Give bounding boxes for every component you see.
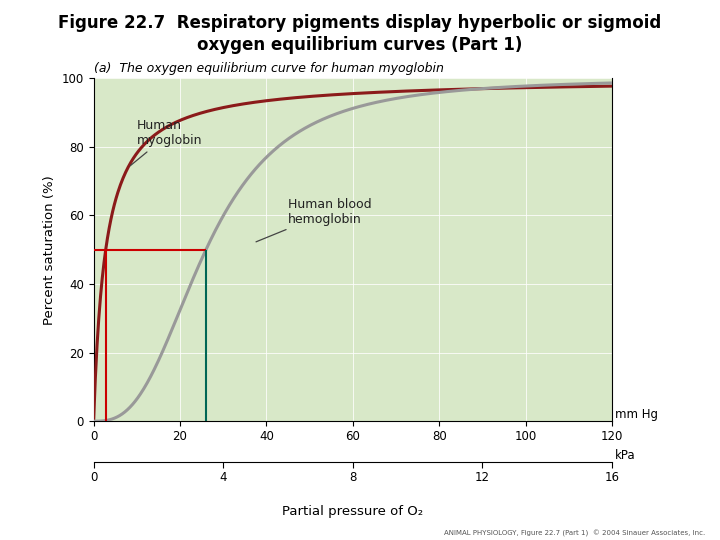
Text: (a)  The oxygen equilibrium curve for human myoglobin: (a) The oxygen equilibrium curve for hum… [94, 62, 444, 75]
Text: Human blood
hemoglobin: Human blood hemoglobin [256, 198, 372, 242]
Text: ANIMAL PHYSIOLOGY, Figure 22.7 (Part 1)  © 2004 Sinauer Associates, Inc.: ANIMAL PHYSIOLOGY, Figure 22.7 (Part 1) … [444, 530, 706, 537]
Text: Figure 22.7  Respiratory pigments display hyperbolic or sigmoid
oxygen equilibri: Figure 22.7 Respiratory pigments display… [58, 14, 662, 53]
Text: Human
myoglobin: Human myoglobin [130, 119, 202, 166]
Y-axis label: Percent saturation (%): Percent saturation (%) [43, 175, 56, 325]
Text: kPa: kPa [615, 449, 635, 462]
Text: Partial pressure of O₂: Partial pressure of O₂ [282, 505, 423, 518]
Text: mm Hg: mm Hg [615, 408, 657, 421]
